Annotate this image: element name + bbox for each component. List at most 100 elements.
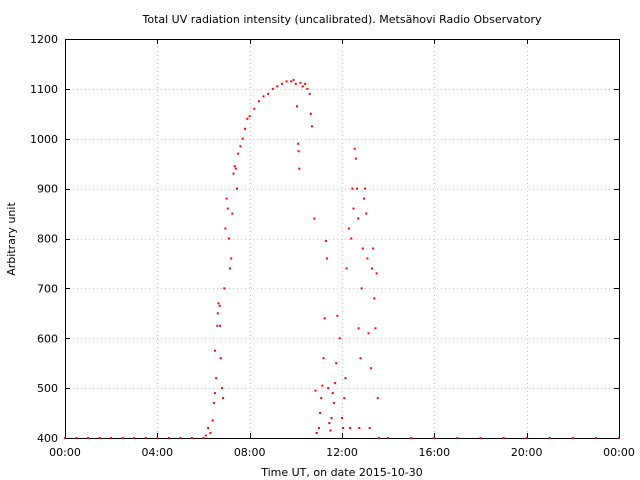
data-point [308, 92, 311, 95]
data-point [202, 437, 205, 439]
data-point [241, 137, 244, 140]
data-point [207, 427, 210, 430]
y-axis-label: Arbitrary unit [5, 202, 18, 276]
data-point [219, 324, 222, 327]
data-point [214, 392, 217, 395]
data-point [267, 92, 270, 95]
data-point [331, 392, 334, 395]
data-point [214, 349, 217, 352]
data-point [218, 304, 221, 307]
data-point [358, 427, 361, 430]
data-point [354, 157, 357, 160]
data-point [367, 332, 370, 335]
data-point [357, 327, 360, 330]
data-point [306, 87, 309, 90]
data-point [362, 197, 365, 200]
data-point [220, 387, 223, 390]
data-point [317, 427, 320, 430]
data-point [313, 217, 316, 220]
data-point [290, 80, 293, 83]
data-point [219, 357, 222, 360]
data-point [502, 437, 505, 439]
data-point [341, 417, 343, 420]
data-point [336, 314, 339, 317]
data-point [342, 427, 345, 430]
data-point [217, 302, 220, 305]
chart-title: Total UV radiation intensity (uncalibrat… [142, 13, 542, 26]
data-point [353, 147, 356, 150]
data-point [330, 417, 333, 420]
data-point [295, 105, 298, 108]
data-point [280, 82, 283, 85]
data-point [276, 85, 279, 88]
data-point [357, 217, 360, 220]
data-point [234, 167, 237, 170]
data-point [410, 437, 413, 439]
data-point [319, 412, 322, 415]
data-point [373, 297, 376, 300]
data-point [297, 150, 300, 153]
data-point [347, 227, 350, 230]
data-point [227, 237, 230, 240]
data-point [309, 112, 312, 115]
data-point [231, 212, 234, 215]
data-point [314, 389, 317, 392]
data-point [190, 437, 193, 439]
data-point [133, 437, 136, 439]
data-point [571, 437, 574, 439]
data-point [325, 257, 328, 260]
data-point [167, 437, 170, 439]
data-point [351, 187, 354, 190]
data-point [239, 145, 242, 148]
data-point [223, 287, 226, 290]
data-point [225, 197, 228, 200]
data-point [179, 437, 182, 439]
data-point [332, 402, 335, 405]
data-point [237, 152, 240, 155]
axis-ticks [65, 39, 620, 439]
data-point [297, 142, 300, 145]
data-point [618, 437, 620, 439]
data-point [324, 239, 327, 242]
data-point [359, 357, 362, 360]
data-point [368, 427, 371, 430]
data-point [375, 272, 378, 275]
data-point [75, 437, 78, 439]
data-point [525, 437, 528, 439]
data-point [216, 324, 219, 327]
data-point [253, 107, 256, 110]
data-point [371, 267, 374, 270]
data-point [110, 437, 113, 439]
data-point [344, 377, 347, 380]
data-point [364, 187, 367, 190]
data-point [156, 437, 159, 439]
data-point [262, 95, 265, 98]
data-point [433, 437, 436, 439]
data-point [320, 397, 323, 400]
y-tick-label: 500 [37, 382, 58, 395]
data-point [329, 429, 332, 432]
data-point [298, 167, 301, 170]
data-point [372, 247, 375, 250]
data-point [257, 100, 260, 103]
data-point [327, 387, 330, 390]
y-tick-label: 900 [37, 183, 58, 196]
data-point [335, 362, 338, 365]
data-point [479, 437, 482, 439]
data-points [64, 78, 620, 439]
data-point [244, 127, 247, 130]
data-point [338, 337, 341, 340]
y-tick-label: 1200 [30, 33, 58, 46]
data-point [294, 82, 297, 85]
y-tick-labels: 400 500 600 700 800 900 1000 1100 1200 [30, 33, 58, 445]
data-point [224, 227, 227, 230]
grid-lines [65, 39, 619, 438]
data-point [310, 125, 313, 128]
x-tick-label: 00:00 [603, 446, 635, 459]
data-point [361, 247, 364, 250]
data-point [548, 437, 551, 439]
data-point [230, 257, 233, 260]
data-point [322, 357, 325, 360]
data-point [211, 419, 214, 422]
data-point [235, 187, 238, 190]
